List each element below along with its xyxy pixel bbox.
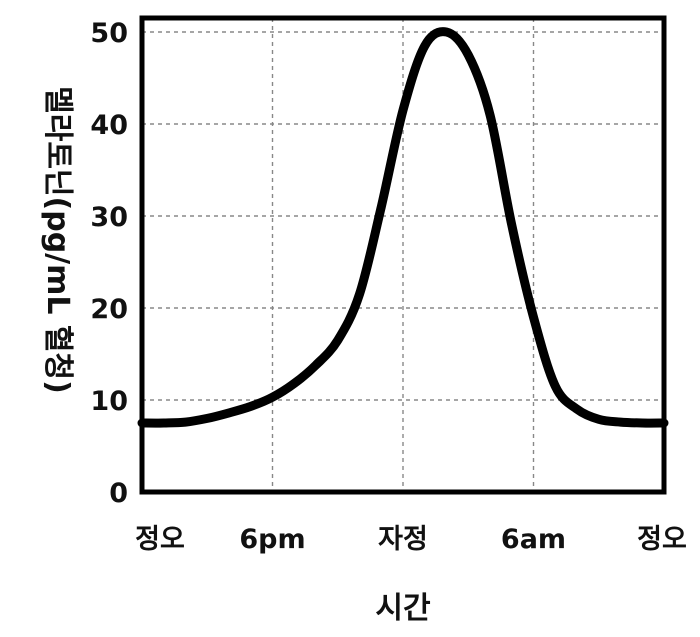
x-axis-label: 시간	[375, 591, 431, 626]
x-tick-label-2: 자정	[378, 524, 428, 555]
y-tick-label-2: 20	[90, 294, 128, 325]
grid-lines	[142, 18, 664, 492]
x-tick-labels: 정오 6pm 자정 6am 정오	[135, 524, 687, 555]
y-axis-label: 멜라토닌(pg/mL 혈청)	[40, 86, 75, 394]
y-tick-label-0: 0	[109, 478, 128, 509]
x-tick-label-0: 정오	[135, 524, 185, 555]
y-tick-label-5: 50	[90, 18, 128, 49]
y-tick-label-3: 30	[90, 202, 128, 233]
plot-frame	[139, 15, 667, 495]
y-tick-label-1: 10	[90, 386, 128, 417]
x-tick-label-3: 6am	[501, 524, 566, 555]
x-tick-label-4: 정오	[637, 524, 687, 555]
x-tick-label-1: 6pm	[239, 524, 305, 555]
y-tick-labels: 0 10 20 30 40 50	[90, 18, 128, 509]
series-layer	[137, 27, 669, 428]
y-tick-label-4: 40	[90, 110, 128, 141]
melatonin-curve-0	[137, 27, 669, 428]
